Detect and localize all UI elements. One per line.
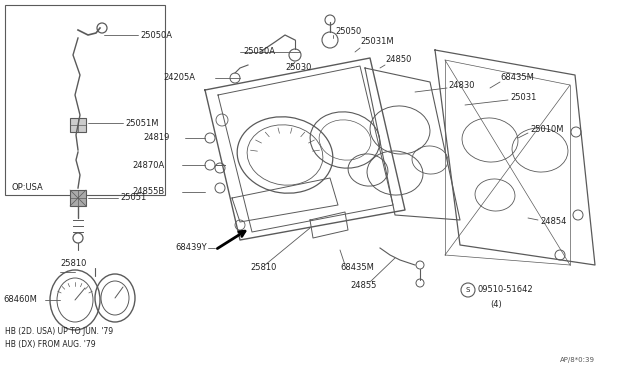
Text: AP/8*0:39: AP/8*0:39 [560, 357, 595, 363]
Text: HB (DX) FROM AUG. '79: HB (DX) FROM AUG. '79 [5, 340, 95, 350]
Text: 68439Y: 68439Y [175, 244, 207, 253]
Text: S: S [466, 287, 470, 293]
Text: 25050A: 25050A [140, 31, 172, 39]
Text: 25810: 25810 [60, 259, 86, 267]
Text: 25031M: 25031M [360, 38, 394, 46]
FancyBboxPatch shape [70, 118, 86, 132]
Text: 68435M: 68435M [340, 263, 374, 273]
Text: 25050A: 25050A [243, 48, 275, 57]
Text: 25050: 25050 [335, 28, 361, 36]
Text: 24855: 24855 [350, 280, 376, 289]
Text: 24850: 24850 [385, 55, 412, 64]
Text: HB (2D. USA) UP TO JUN. '79: HB (2D. USA) UP TO JUN. '79 [5, 327, 113, 337]
Text: 24205A: 24205A [163, 74, 195, 83]
FancyBboxPatch shape [5, 5, 165, 195]
Text: 25051M: 25051M [125, 119, 159, 128]
Text: (4): (4) [490, 301, 502, 310]
Text: 24830: 24830 [448, 80, 474, 90]
Text: 25010M: 25010M [530, 125, 563, 135]
FancyBboxPatch shape [70, 190, 86, 206]
Text: OP:USA: OP:USA [12, 183, 44, 192]
Text: 25031: 25031 [510, 93, 536, 103]
Text: 68460M: 68460M [3, 295, 37, 305]
Text: 25030: 25030 [285, 64, 312, 73]
Text: 24870A: 24870A [132, 160, 165, 170]
Text: 24819: 24819 [143, 134, 170, 142]
Text: 68435M: 68435M [500, 74, 534, 83]
Text: 25810: 25810 [250, 263, 276, 273]
Text: 24854: 24854 [540, 218, 566, 227]
Text: 25051: 25051 [120, 193, 147, 202]
Text: 24855B: 24855B [132, 187, 165, 196]
Text: 09510-51642: 09510-51642 [478, 285, 534, 295]
